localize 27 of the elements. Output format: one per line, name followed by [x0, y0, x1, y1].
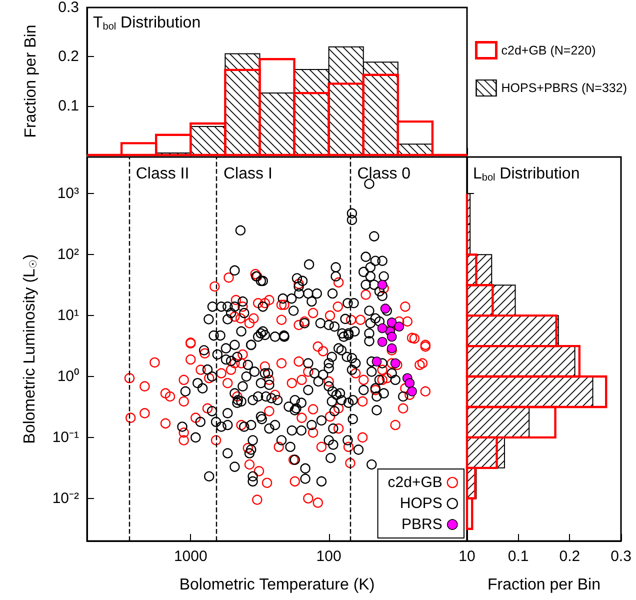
legend-label: c2d+GB (N=220)	[501, 43, 596, 58]
ref-line-label: Class 0	[357, 166, 411, 182]
x-axis-title: Fraction per Bin	[488, 576, 600, 594]
y-tick-label: 10⁰	[57, 368, 79, 386]
x-tick-label: 100	[316, 548, 342, 565]
y-axis-title: Bolometric Luminosity (L☉)	[22, 254, 40, 444]
x-axis-title: Bolometric Temperature (K)	[179, 576, 375, 594]
y-tick-label: 10⁻²	[52, 490, 79, 507]
y-tick-label: 10³	[57, 185, 79, 202]
x-tick-label: 0.3	[610, 548, 632, 565]
legend-label: c2d+GB	[388, 474, 442, 491]
legend-label: HOPS+PBRS (N=332)	[501, 81, 627, 95]
legend-label: PBRS	[402, 516, 442, 533]
x-tick-label: 0.1	[508, 548, 529, 565]
ref-line-label: Class I	[223, 166, 272, 182]
x-tick-label: 1000	[174, 548, 208, 565]
legend-label: HOPS	[400, 495, 442, 512]
y-tick-label: 10⁻¹	[52, 428, 79, 446]
y-tick-label: 0.1	[58, 97, 79, 114]
x-tick-label: 10	[458, 548, 476, 565]
y-tick-label: 10²	[57, 246, 79, 264]
x-tick-label: 0.2	[559, 548, 580, 565]
y-tick-label: 10¹	[57, 307, 79, 324]
y-tick-label: 0.2	[58, 48, 79, 66]
y-tick-label: 0.3	[58, 0, 79, 16]
y-axis-title: Fraction per Bin	[22, 24, 40, 138]
ref-line-label: Class II	[136, 166, 190, 182]
